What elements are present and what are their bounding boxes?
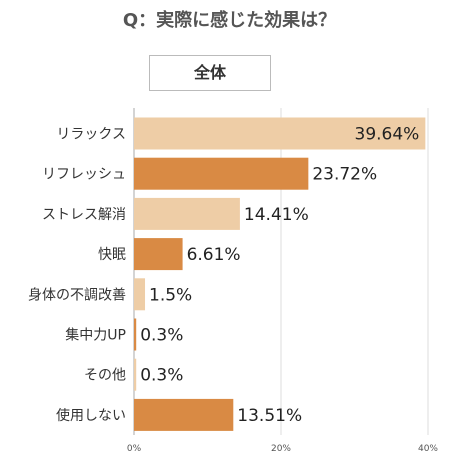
bar — [134, 318, 137, 351]
category-label: その他 — [84, 368, 126, 384]
bar — [134, 358, 137, 391]
bar — [134, 398, 234, 431]
value-label: 39.64% — [355, 125, 420, 145]
value-label: 0.3% — [140, 366, 183, 386]
question-title: Q：実際に感じた効果は？ — [122, 10, 337, 31]
bar — [134, 117, 426, 150]
category-label: リフレッシュ — [42, 167, 126, 183]
bar — [134, 278, 146, 311]
value-label: 14.41% — [244, 205, 309, 225]
value-label: 13.51% — [237, 406, 302, 426]
bar — [134, 157, 309, 190]
x-tick-label: 20% — [271, 444, 291, 454]
x-tick-label: 40% — [418, 444, 438, 454]
category-label: 身体の不調改善 — [28, 287, 126, 303]
category-label: ストレス解消 — [42, 207, 126, 223]
segment-label-box: 全体 — [149, 55, 271, 91]
category-label: リラックス — [56, 127, 126, 143]
value-label: 0.3% — [140, 326, 183, 346]
bar — [134, 197, 240, 230]
category-label: 快眠 — [98, 247, 126, 263]
category-label: 集中力UP — [65, 327, 126, 344]
value-label: 6.61% — [187, 245, 241, 265]
x-tick-label: 0% — [127, 444, 142, 454]
category-label: 使用しない — [56, 407, 126, 424]
value-label: 1.5% — [149, 285, 192, 305]
bar — [134, 238, 183, 271]
value-label: 23.72% — [312, 165, 377, 185]
